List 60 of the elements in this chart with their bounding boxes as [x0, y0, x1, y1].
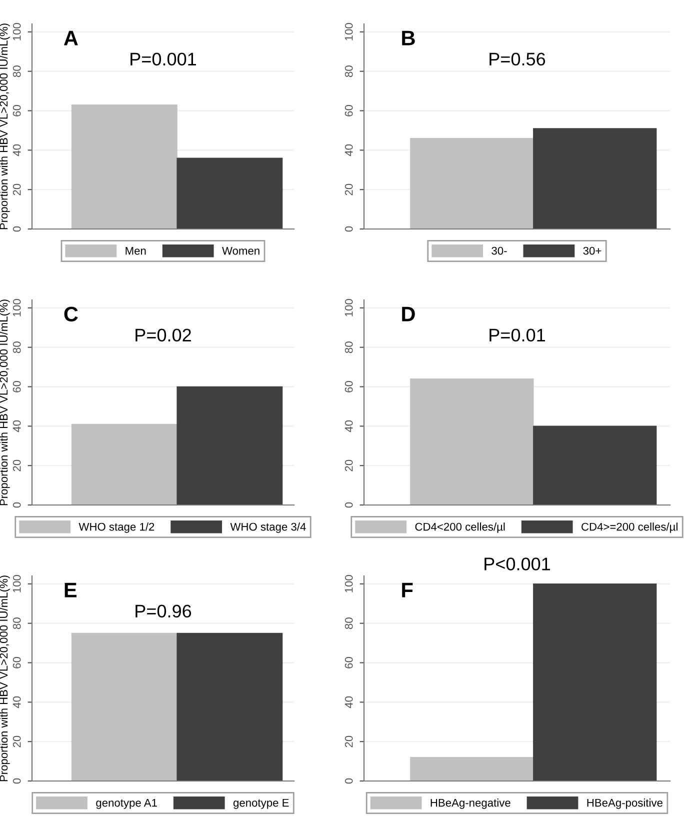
legend-label: HBeAg-positive — [587, 798, 662, 809]
legend-label: genotype A1 — [96, 798, 157, 809]
y-tick-label: 0 — [12, 226, 21, 232]
y-tick-label: 80 — [344, 342, 353, 354]
y-tick-label: 40 — [344, 696, 353, 708]
legend-label: 30+ — [583, 246, 602, 255]
legend-label: WHO stage 1/2 — [78, 522, 154, 533]
y-tick-label: 20 — [12, 460, 21, 472]
y-tick-label: 80 — [344, 66, 353, 78]
y-tick-label: 100 — [12, 575, 21, 592]
y-tick-label: 20 — [344, 460, 353, 472]
legend-label: CD4>=200 celles/µl — [582, 522, 678, 533]
y-tick-label: 60 — [12, 656, 21, 668]
y-tick-label: 0 — [344, 502, 353, 508]
legend-label: Men — [126, 246, 146, 255]
y-tick-label: 60 — [344, 656, 353, 668]
y-tick-label: 20 — [344, 184, 353, 196]
series-label: HBeAg-negative — [430, 798, 510, 809]
chart-title: D — [402, 306, 415, 322]
y-tick-label: 40 — [344, 420, 353, 432]
y-tick-label: 100 — [12, 299, 21, 316]
legend-label: WHO stage 3/4 — [230, 522, 306, 533]
chart-title: C — [64, 306, 78, 322]
annotation: P=0.02 — [136, 328, 191, 342]
y-tick-label: 60 — [12, 104, 21, 116]
legend-label: 30- — [492, 246, 507, 255]
y-tick-label: 0 — [344, 226, 353, 232]
y-tick-label: 80 — [12, 66, 21, 78]
chart-title: A — [64, 30, 78, 46]
y-tick-label: 0 — [12, 778, 21, 784]
y-tick-label: 100 — [344, 23, 353, 40]
legend-label: genotype E — [233, 798, 289, 809]
text: P<0.001 — [484, 558, 550, 570]
annotation: P=0.96 — [136, 604, 192, 618]
y-tick-label: 60 — [344, 380, 353, 392]
y-tick-label: 40 — [12, 144, 21, 156]
y-tick-label: 20 — [344, 736, 353, 748]
y-tick-label: 60 — [12, 380, 21, 392]
chart-title: F — [402, 582, 413, 598]
chart-title: E — [64, 582, 77, 598]
y-tick-label: 0 — [12, 502, 21, 508]
y-tick-label: 40 — [12, 420, 21, 432]
chart-title: B — [402, 30, 415, 46]
y-tick-label: 40 — [344, 144, 353, 156]
annotation: P=0.56 — [490, 52, 546, 66]
y-tick-label: 80 — [344, 618, 353, 630]
y-tick-label: 80 — [12, 342, 21, 354]
y-tick-label: 80 — [12, 618, 21, 630]
y-tick-label: 60 — [344, 104, 353, 116]
y-tick-label: 100 — [344, 299, 353, 316]
y-tick-label: 40 — [12, 696, 21, 708]
series-label: CD4<200 celles/µl — [415, 522, 505, 533]
annotation: P=0.01 — [490, 328, 545, 342]
y-tick-label: 100 — [344, 575, 353, 592]
legend-label: Women — [222, 246, 260, 255]
y-tick-label: 100 — [12, 23, 21, 40]
annotation: P=0.001 — [130, 52, 196, 66]
y-tick-label: 0 — [344, 778, 353, 784]
y-tick-label: 20 — [12, 736, 21, 748]
y-tick-label: 20 — [12, 184, 21, 196]
